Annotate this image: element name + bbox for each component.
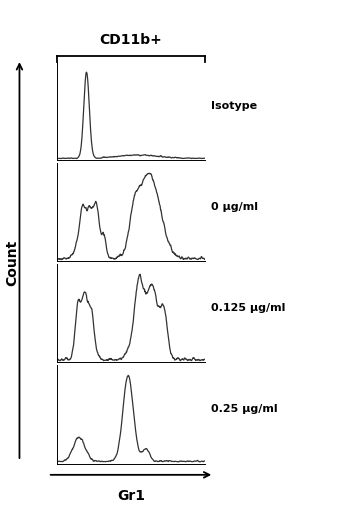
Text: 0.125 μg/ml: 0.125 μg/ml <box>211 303 286 313</box>
Text: Gr1: Gr1 <box>117 489 145 503</box>
Text: Isotype: Isotype <box>211 101 257 111</box>
Text: 0 μg/ml: 0 μg/ml <box>211 202 258 212</box>
Text: CD11b+: CD11b+ <box>99 33 162 47</box>
Text: Count: Count <box>5 239 19 286</box>
Text: 0.25 μg/ml: 0.25 μg/ml <box>211 404 278 415</box>
